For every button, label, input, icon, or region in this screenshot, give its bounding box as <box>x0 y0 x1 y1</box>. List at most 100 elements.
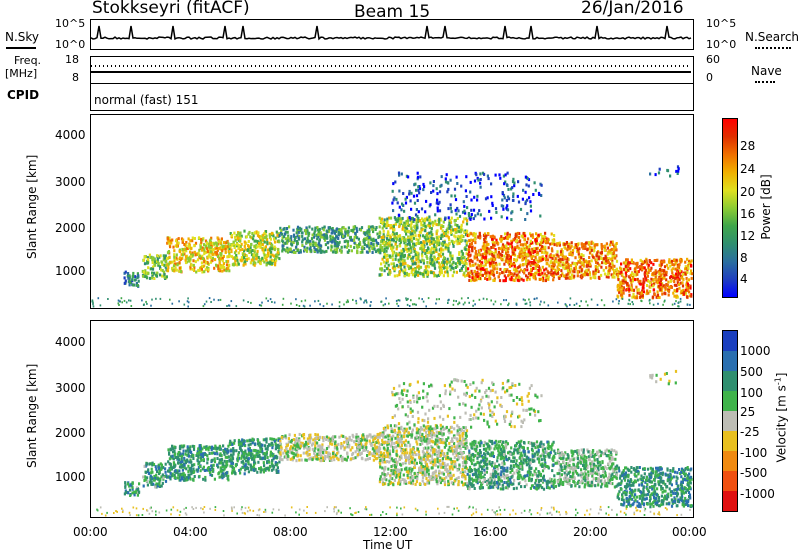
power-cell <box>390 243 393 247</box>
power-cell <box>409 224 412 228</box>
power-cell <box>512 263 515 266</box>
velocity-cell <box>212 451 215 455</box>
power-cell <box>626 287 629 291</box>
power-cell <box>166 236 169 240</box>
power-cell <box>493 241 496 245</box>
power-cell <box>192 259 195 263</box>
velocity-cell <box>246 459 249 463</box>
power-clutter-cell <box>210 301 212 303</box>
velocity-cell <box>269 454 272 458</box>
power-cell <box>319 246 322 250</box>
power-cell <box>245 254 248 258</box>
noise-tick-bottom-left: 10^0 <box>55 38 86 51</box>
velocity-cell <box>256 454 259 458</box>
velocity-cell <box>180 456 183 460</box>
power-cell <box>437 235 440 239</box>
power-cell <box>379 220 382 224</box>
power-cell <box>193 266 196 270</box>
power-cell <box>413 247 416 251</box>
velocity-cbar-tick-500: 500 <box>740 365 763 379</box>
power-clutter-cell <box>187 301 190 304</box>
power-cell <box>207 268 210 272</box>
power-cell <box>317 235 320 239</box>
power-cell <box>533 181 536 185</box>
velocity-cell <box>277 443 280 447</box>
power-cell <box>457 261 460 265</box>
velocity-cell <box>258 453 261 457</box>
power-cell <box>209 260 212 264</box>
velocity-cell <box>187 464 190 468</box>
power-cell <box>222 262 225 266</box>
power-cell <box>520 234 523 238</box>
power-cell <box>584 270 587 274</box>
power-cell <box>690 264 693 268</box>
velocity-cell <box>171 447 175 451</box>
velocity-cbar-tick-minus100: -100 <box>740 446 768 460</box>
power-cell <box>492 278 495 282</box>
power-cell <box>565 266 568 270</box>
power-cell <box>426 235 429 239</box>
power-cell <box>253 231 256 235</box>
power-cell <box>128 277 131 281</box>
power-cell <box>550 247 554 251</box>
power-cell <box>650 283 654 287</box>
power-cell <box>409 246 412 250</box>
power-clutter-cell <box>585 300 587 303</box>
power-cell <box>432 180 435 183</box>
power-cell <box>264 230 268 233</box>
velocity-cell <box>196 468 199 472</box>
power-cell <box>146 276 149 280</box>
power-cell <box>690 293 693 297</box>
power-cell <box>534 188 537 192</box>
power-cell <box>664 292 667 296</box>
power-cell <box>588 251 592 255</box>
power-cell <box>477 178 480 182</box>
power-cell <box>556 250 559 254</box>
power-cell <box>572 262 575 266</box>
power-cell <box>487 247 490 251</box>
power-cell <box>366 244 369 248</box>
power-cell <box>491 263 494 267</box>
power-cell <box>631 279 634 283</box>
power-cell <box>528 277 531 281</box>
power-cell <box>448 221 451 225</box>
power-cell <box>348 236 352 240</box>
power-cell <box>634 273 637 277</box>
power-cell <box>560 269 563 273</box>
power-cell <box>622 279 625 283</box>
power-cell <box>239 239 242 243</box>
velocity-cell <box>149 474 152 478</box>
power-cell <box>654 272 657 276</box>
power-cell <box>546 258 550 262</box>
power-cell <box>193 268 196 272</box>
velocity-cell <box>150 467 153 471</box>
power-cell <box>557 258 560 262</box>
power-cell <box>472 217 475 221</box>
velocity-cell <box>177 473 180 477</box>
velocity-cell <box>187 454 190 458</box>
power-cell <box>204 268 207 272</box>
velocity-cell <box>187 470 190 474</box>
power-cell <box>383 240 386 244</box>
power-cell <box>262 246 265 250</box>
power-cell <box>578 260 581 264</box>
power-cell <box>242 254 245 258</box>
power-cell <box>175 256 178 260</box>
power-cell <box>227 250 230 253</box>
power-cbar-tick-20: 20 <box>740 185 756 199</box>
power-cell <box>661 261 664 265</box>
velocity-cell <box>250 452 253 456</box>
power-cell <box>398 234 402 238</box>
power-cell <box>460 234 463 238</box>
power-cell <box>547 246 550 250</box>
velocity-cell <box>266 445 269 448</box>
velocity-cell <box>202 465 205 469</box>
velocity-cell <box>272 457 275 461</box>
velocity-cell <box>340 434 343 438</box>
power-cell <box>440 250 443 254</box>
power-cell <box>520 277 523 281</box>
power-clutter-cell <box>178 300 180 303</box>
power-cell <box>507 250 510 254</box>
power-cell <box>173 255 176 259</box>
power-cell <box>646 271 649 275</box>
